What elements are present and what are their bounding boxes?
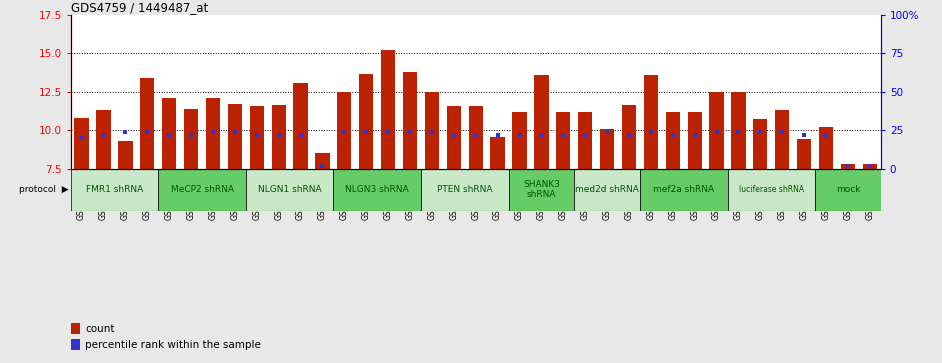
Bar: [162, 98, 176, 169]
Bar: [556, 112, 571, 169]
Bar: [71, 323, 80, 334]
Bar: [841, 164, 855, 169]
Bar: [447, 106, 461, 169]
Bar: [754, 119, 768, 169]
Text: protocol  ▶: protocol ▶: [19, 185, 69, 194]
Bar: [709, 92, 723, 169]
Bar: [643, 75, 658, 169]
Bar: [119, 141, 133, 169]
Bar: [622, 105, 636, 169]
Bar: [421, 169, 509, 211]
Text: med2d shRNA: med2d shRNA: [576, 185, 639, 194]
Bar: [731, 92, 745, 169]
Bar: [509, 169, 575, 211]
Bar: [381, 50, 396, 169]
Text: mock: mock: [836, 185, 860, 194]
Bar: [600, 129, 614, 169]
Bar: [140, 78, 154, 169]
Bar: [96, 110, 110, 169]
Bar: [71, 169, 158, 211]
Bar: [468, 106, 483, 169]
Bar: [797, 139, 811, 169]
Bar: [425, 92, 439, 169]
Bar: [640, 169, 727, 211]
Text: PTEN shRNA: PTEN shRNA: [437, 185, 493, 194]
Text: mef2a shRNA: mef2a shRNA: [653, 185, 714, 194]
Bar: [74, 118, 89, 169]
Text: NLGN1 shRNA: NLGN1 shRNA: [258, 185, 321, 194]
Text: MeCP2 shRNA: MeCP2 shRNA: [171, 185, 234, 194]
Bar: [184, 109, 198, 169]
Bar: [491, 137, 505, 169]
Bar: [688, 112, 702, 169]
Bar: [403, 72, 417, 169]
Bar: [819, 127, 833, 169]
Bar: [775, 110, 789, 169]
Text: FMR1 shRNA: FMR1 shRNA: [86, 185, 143, 194]
Bar: [666, 112, 680, 169]
Bar: [359, 74, 373, 169]
Bar: [863, 164, 877, 169]
Text: luciferase shRNA: luciferase shRNA: [739, 185, 804, 194]
Bar: [71, 339, 80, 351]
Bar: [228, 104, 242, 169]
Bar: [337, 92, 351, 169]
Bar: [578, 112, 593, 169]
Bar: [727, 169, 815, 211]
Text: GDS4759 / 1449487_at: GDS4759 / 1449487_at: [71, 1, 208, 15]
Bar: [815, 169, 881, 211]
Bar: [316, 153, 330, 169]
Bar: [575, 169, 640, 211]
Bar: [333, 169, 421, 211]
Bar: [512, 113, 527, 169]
Text: NLGN3 shRNA: NLGN3 shRNA: [346, 185, 409, 194]
Bar: [206, 98, 220, 169]
Text: SHANK3
shRNA: SHANK3 shRNA: [523, 180, 560, 199]
Bar: [294, 83, 308, 169]
Bar: [534, 75, 548, 169]
Text: count: count: [85, 323, 115, 334]
Bar: [158, 169, 246, 211]
Bar: [250, 106, 264, 169]
Bar: [246, 169, 333, 211]
Text: percentile rank within the sample: percentile rank within the sample: [85, 340, 261, 350]
Bar: [271, 105, 285, 169]
